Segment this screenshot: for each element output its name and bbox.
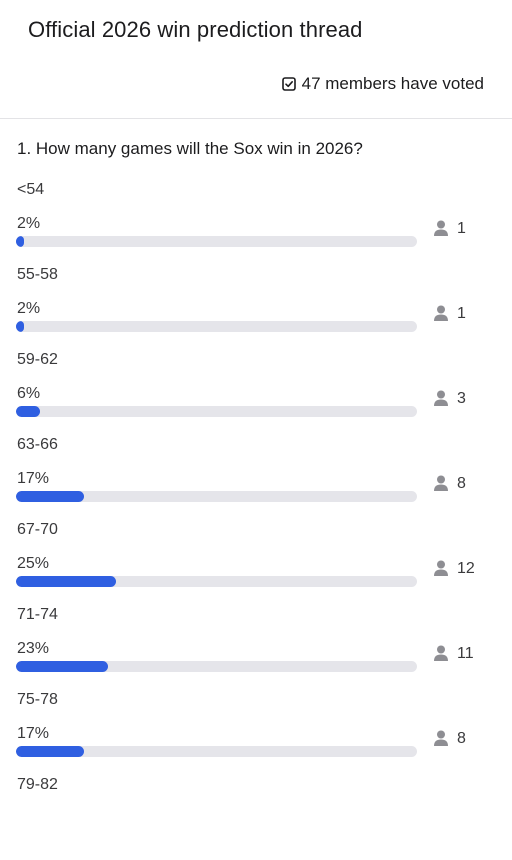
- option-label: <54: [17, 181, 45, 198]
- poll-option[interactable]: 63-66 17% 8: [0, 435, 512, 520]
- option-percent: 6%: [17, 385, 41, 402]
- option-bar-track: [16, 406, 417, 417]
- person-icon: [434, 305, 448, 321]
- option-label: 59-62: [17, 351, 58, 368]
- vote-count-text: 47 members have voted: [301, 74, 484, 93]
- poll-options: <54 2% 1 55-58 2% 1 59-62 6% 3 63-66 17%…: [0, 180, 512, 860]
- option-vote-count: 8: [457, 475, 466, 492]
- option-label: 67-70: [17, 521, 58, 538]
- person-icon: [434, 560, 448, 576]
- person-icon: [434, 475, 448, 491]
- option-percent: 17%: [17, 470, 50, 487]
- option-bar-track: [16, 236, 417, 247]
- option-label: 79-82: [17, 776, 58, 793]
- poll-option[interactable]: 55-58 2% 1: [0, 265, 512, 350]
- option-bar-track: [16, 661, 417, 672]
- option-bar-fill: [16, 746, 85, 757]
- poll-question: 1. How many games will the Sox win in 20…: [17, 139, 363, 158]
- vote-status: 47 members have voted: [281, 74, 484, 94]
- poll-option[interactable]: 75-78 17% 8: [0, 690, 512, 775]
- option-bar-track: [16, 576, 417, 587]
- option-bar-fill: [16, 661, 109, 672]
- divider: [0, 118, 512, 119]
- poll-option[interactable]: 67-70 25% 12: [0, 520, 512, 605]
- option-bar-track: [16, 491, 417, 502]
- option-vote-count: 3: [457, 390, 466, 407]
- option-vote-count: 12: [457, 560, 475, 577]
- poll-option[interactable]: 59-62 6% 3: [0, 350, 512, 435]
- option-vote-count: 1: [457, 220, 466, 237]
- option-label: 55-58: [17, 266, 58, 283]
- option-label: 63-66: [17, 436, 58, 453]
- poll-option[interactable]: 71-74 23% 11: [0, 605, 512, 690]
- option-bar-track: [16, 746, 417, 757]
- person-icon: [434, 390, 448, 406]
- option-bar-fill: [16, 236, 25, 247]
- option-bar-fill: [16, 491, 85, 502]
- option-percent: 17%: [17, 725, 50, 742]
- option-label: 75-78: [17, 691, 58, 708]
- option-label: 71-74: [17, 606, 58, 623]
- person-icon: [434, 730, 448, 746]
- thread-title: Official 2026 win prediction thread: [28, 17, 363, 42]
- option-percent: 23%: [17, 640, 50, 657]
- option-percent: 2%: [17, 300, 41, 317]
- person-icon: [434, 645, 448, 661]
- option-percent: 25%: [17, 555, 50, 572]
- option-bar-fill: [16, 406, 41, 417]
- option-vote-count: 8: [457, 730, 466, 747]
- checkbox-checked-icon: [281, 77, 296, 91]
- option-vote-count: 1: [457, 305, 466, 322]
- option-bar-fill: [16, 576, 117, 587]
- option-vote-count: 11: [457, 645, 474, 662]
- option-bar-fill: [16, 321, 25, 332]
- poll-option[interactable]: <54 2% 1: [0, 180, 512, 265]
- option-bar-track: [16, 321, 417, 332]
- option-percent: 2%: [17, 215, 41, 232]
- poll-option[interactable]: 79-82: [0, 775, 512, 860]
- person-icon: [434, 220, 448, 236]
